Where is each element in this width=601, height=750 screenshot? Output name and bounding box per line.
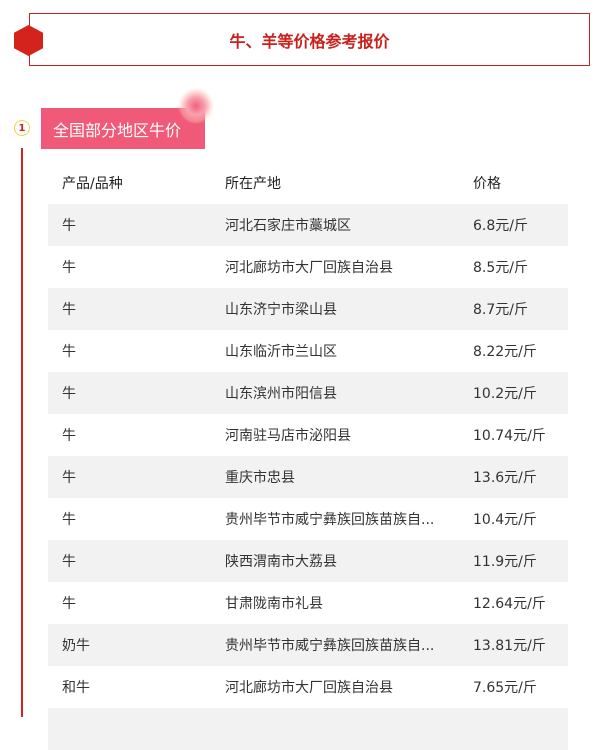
table-row: 牛 山东滨州市阳信县 10.2元/斤 xyxy=(48,372,568,414)
origin-cell: 河北石家庄市藁城区 xyxy=(225,218,351,234)
price-cell: 8.22元/斤 xyxy=(473,344,537,360)
origin-cell: 山东临沂市兰山区 xyxy=(225,344,337,360)
price-cell: 7.65元/斤 xyxy=(473,680,537,696)
section-heading: 全国部分地区牛价 xyxy=(41,108,205,149)
price-cell: 10.2元/斤 xyxy=(473,386,537,402)
product-cell: 牛 xyxy=(62,344,76,360)
table-row: 奶牛 贵州毕节市威宁彝族回族苗族自... 13.81元/斤 xyxy=(48,624,568,666)
table-row: 牛 河北石家庄市藁城区 6.8元/斤 xyxy=(48,204,568,246)
table-row xyxy=(48,708,568,750)
price-cell: 12.64元/斤 xyxy=(473,596,546,612)
title-box: 牛、羊等价格参考报价 xyxy=(29,13,590,66)
table-row: 牛 河北廊坊市大厂回族自治县 8.5元/斤 xyxy=(48,246,568,288)
price-cell: 8.5元/斤 xyxy=(473,260,528,276)
table-row: 牛 重庆市忠县 13.6元/斤 xyxy=(48,456,568,498)
price-cell: 8.7元/斤 xyxy=(473,302,528,318)
firework-icon xyxy=(178,88,214,124)
table-row: 牛 山东济宁市梁山县 8.7元/斤 xyxy=(48,288,568,330)
price-cell: 10.4元/斤 xyxy=(473,512,537,528)
price-table: 产品/品种 所在产地 价格 牛河北石家庄市藁城区 6.8元/斤牛河北廊坊市大厂回族… xyxy=(48,162,568,750)
timeline-line xyxy=(21,148,23,717)
product-cell: 牛 xyxy=(62,218,76,234)
header-product: 产品/品种 xyxy=(62,176,123,192)
table-row: 和牛 河北廊坊市大厂回族自治县 7.65元/斤 xyxy=(48,666,568,708)
table-header: 产品/品种 所在产地 价格 xyxy=(48,162,568,204)
table-row: 牛 山东临沂市兰山区 8.22元/斤 xyxy=(48,330,568,372)
product-cell: 牛 xyxy=(62,596,76,612)
table-row: 牛 甘肃陇南市礼县 12.64元/斤 xyxy=(48,582,568,624)
origin-cell: 重庆市忠县 xyxy=(225,470,295,486)
header-price: 价格 xyxy=(473,176,501,192)
product-cell: 和牛 xyxy=(62,680,90,696)
product-cell: 牛 xyxy=(62,428,76,444)
origin-cell: 贵州毕节市威宁彝族回族苗族自... xyxy=(225,512,435,528)
price-cell: 10.74元/斤 xyxy=(473,428,546,444)
section-number-badge: 1 xyxy=(14,120,30,136)
origin-cell: 陕西渭南市大荔县 xyxy=(225,554,337,570)
product-cell: 奶牛 xyxy=(62,638,90,654)
table-row: 牛 河南驻马店市泌阳县 10.74元/斤 xyxy=(48,414,568,456)
origin-cell: 山东济宁市梁山县 xyxy=(225,302,337,318)
product-cell: 牛 xyxy=(62,554,76,570)
header-origin: 所在产地 xyxy=(225,176,281,192)
price-cell: 13.6元/斤 xyxy=(473,470,537,486)
origin-cell: 河北廊坊市大厂回族自治县 xyxy=(225,260,393,276)
origin-cell: 贵州毕节市威宁彝族回族苗族自... xyxy=(225,638,435,654)
price-cell: 11.9元/斤 xyxy=(473,554,537,570)
table-row: 牛 陕西渭南市大荔县 11.9元/斤 xyxy=(48,540,568,582)
product-cell: 牛 xyxy=(62,260,76,276)
product-cell: 牛 xyxy=(62,302,76,318)
page-title: 牛、羊等价格参考报价 xyxy=(229,31,390,51)
product-cell: 牛 xyxy=(62,470,76,486)
origin-cell: 山东滨州市阳信县 xyxy=(225,386,337,402)
origin-cell: 河北廊坊市大厂回族自治县 xyxy=(225,680,393,696)
price-cell: 13.81元/斤 xyxy=(473,638,546,654)
price-cell: 6.8元/斤 xyxy=(473,218,528,234)
origin-cell: 河南驻马店市泌阳县 xyxy=(225,428,351,444)
table-row: 牛 贵州毕节市威宁彝族回族苗族自... 10.4元/斤 xyxy=(48,498,568,540)
product-cell: 牛 xyxy=(62,512,76,528)
product-cell: 牛 xyxy=(62,386,76,402)
origin-cell: 甘肃陇南市礼县 xyxy=(225,596,323,612)
section-title: 全国部分地区牛价 xyxy=(53,120,182,140)
